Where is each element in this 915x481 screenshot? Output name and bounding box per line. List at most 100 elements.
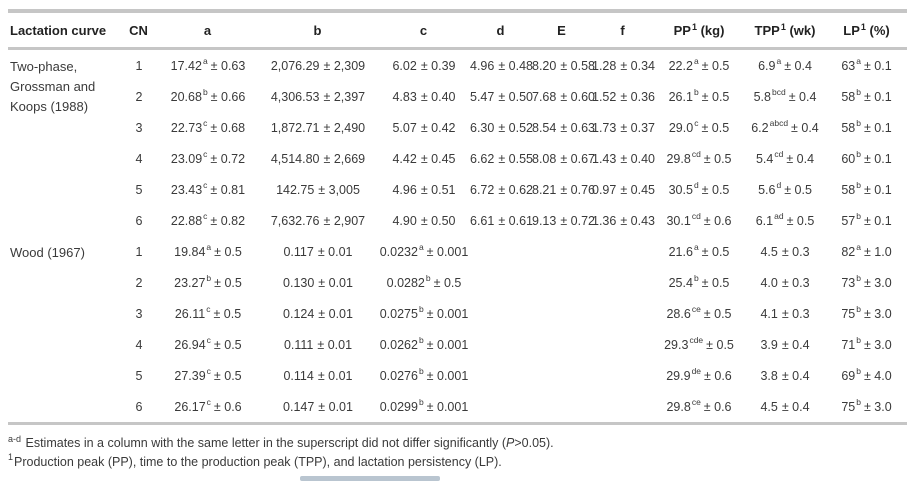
value-cell: 23.43c ± 0.81 bbox=[158, 174, 258, 205]
cell-value: 22.88 bbox=[170, 213, 203, 228]
cell-error: ± 0.58 bbox=[560, 58, 596, 73]
value-cell: 9.13 ± 0.72 bbox=[532, 205, 596, 236]
cell-error: ± 0.45 bbox=[620, 182, 656, 197]
cell-error: ± 0.5 bbox=[701, 89, 730, 104]
value-cell bbox=[532, 391, 592, 424]
table-row: 6 26.17c ± 0.6 0.147 ± 0.01 0.0299b ± 0.001 29.… bbox=[8, 391, 907, 424]
cell-error: ± 0.1 bbox=[863, 58, 892, 73]
value-cell: 6.9a ± 0.4 bbox=[744, 49, 826, 82]
cell-error: ± 3.0 bbox=[863, 275, 892, 290]
value-cell: 75b ± 3.0 bbox=[826, 391, 907, 424]
cell-superscript: abcd bbox=[769, 118, 789, 129]
value-cell: 3.9 ± 0.4 bbox=[744, 329, 826, 360]
cell-value: 22.73 bbox=[170, 120, 203, 135]
cell-value: 20.68 bbox=[170, 89, 202, 104]
value-cell: 19.84a ± 0.5 bbox=[158, 236, 258, 267]
cell-superscript: b bbox=[856, 118, 861, 129]
value-cell: 3.8 ± 0.4 bbox=[744, 360, 826, 391]
column-header-d: d bbox=[470, 11, 532, 50]
value-cell bbox=[592, 329, 654, 360]
cell-superscript: b bbox=[418, 335, 424, 346]
cell-error: ± 0.61 bbox=[498, 213, 534, 228]
value-cell: 4.90 ± 0.50 bbox=[378, 205, 470, 236]
value-cell bbox=[470, 267, 532, 298]
value-cell: 5.07 ± 0.42 bbox=[378, 112, 470, 143]
cell-value: 0.111 bbox=[283, 337, 314, 352]
value-cell: 26.1b ± 0.5 bbox=[654, 81, 744, 112]
cell-value: 29.8 bbox=[666, 399, 691, 414]
cell-error: ± 0.5 bbox=[214, 275, 242, 290]
cell-value: 23.09 bbox=[170, 151, 203, 166]
column-header-lactation-curve: Lactation curve bbox=[8, 11, 120, 50]
cell-error: ± 0.55 bbox=[498, 151, 534, 166]
cell-value: 6.1 bbox=[755, 213, 774, 228]
cell-value: 4.90 bbox=[392, 213, 417, 228]
value-cell: 5.6d ± 0.5 bbox=[744, 174, 826, 205]
cn-cell: 2 bbox=[135, 275, 143, 290]
value-cell: 28.6ce ± 0.5 bbox=[654, 298, 744, 329]
value-cell: 63a ± 0.1 bbox=[826, 49, 907, 82]
cell-error: ± 0.001 bbox=[426, 244, 469, 259]
cell-error: ± 0.5 bbox=[701, 120, 730, 135]
value-cell: 0.0276b ± 0.001 bbox=[378, 360, 470, 391]
cell-value: 58 bbox=[841, 120, 856, 135]
value-cell: 0.117 ± 0.01 bbox=[258, 236, 378, 267]
horizontal-scrollbar-thumb[interactable] bbox=[300, 476, 440, 481]
value-cell: 6.62 ± 0.55 bbox=[470, 143, 534, 174]
value-cell: 2,076.29 ± 2,309 bbox=[258, 49, 378, 82]
cell-error: ± 3.0 bbox=[863, 306, 892, 321]
cell-value: 5.8 bbox=[753, 89, 771, 104]
cell-error: ± 0.01 bbox=[317, 337, 353, 352]
value-cell: 1.36 ± 0.43 bbox=[592, 205, 655, 236]
value-cell bbox=[592, 267, 654, 298]
cell-error: ± 0.4 bbox=[781, 399, 810, 414]
table-body: Two-phase, Grossman and Koops (1988) 1 17.42… bbox=[8, 49, 907, 424]
cell-value: 17.42 bbox=[170, 58, 202, 73]
cell-error: ± 0.5 bbox=[214, 244, 242, 259]
value-cell bbox=[532, 267, 592, 298]
cell-superscript: d bbox=[693, 180, 699, 191]
cell-superscript: b bbox=[856, 397, 861, 408]
cell-error: ± 0.5 bbox=[213, 306, 242, 321]
table-row: 3 22.73c ± 0.68 1,872.71 ± 2,490 5.07 ± 0.42 6.… bbox=[8, 112, 907, 143]
cell-error: ± 0.72 bbox=[560, 213, 596, 228]
cell-error: ± 0.66 bbox=[210, 89, 246, 104]
cell-value: 4.1 bbox=[760, 306, 778, 321]
cell-value: 5.4 bbox=[755, 151, 774, 166]
value-cell: 6.1ad ± 0.5 bbox=[744, 205, 826, 236]
value-cell: 4.83 ± 0.40 bbox=[378, 81, 470, 112]
value-cell: 8.21 ± 0.76 bbox=[532, 174, 595, 205]
cell-error: ± 0.42 bbox=[420, 120, 456, 135]
value-cell: 8.20 ± 0.58 bbox=[532, 49, 596, 82]
value-cell: 142.75 ± 3,005 bbox=[258, 174, 378, 205]
cell-error: ± 0.62 bbox=[498, 182, 534, 197]
cell-error: ± 0.01 bbox=[318, 275, 353, 290]
value-cell: 21.6a ± 0.5 bbox=[654, 236, 744, 267]
cell-error: ± 0.4 bbox=[786, 151, 815, 166]
value-cell bbox=[532, 236, 592, 267]
value-cell: 0.111 ± 0.01 bbox=[258, 329, 378, 360]
cell-value: 0.0299 bbox=[379, 399, 418, 414]
cell-value: 2,076.29 bbox=[270, 58, 320, 73]
cell-value: 75 bbox=[841, 306, 856, 321]
cell-value: 26.11 bbox=[174, 306, 206, 321]
cell-error: ± 0.36 bbox=[620, 89, 656, 104]
cell-superscript: b bbox=[206, 273, 212, 284]
value-cell: 29.8cd ± 0.5 bbox=[654, 143, 744, 174]
value-cell: 4.1 ± 0.3 bbox=[744, 298, 826, 329]
cn-cell: 6 bbox=[135, 399, 143, 414]
cell-error: ± 0.67 bbox=[560, 151, 596, 166]
cell-superscript: b bbox=[856, 304, 861, 315]
value-cell: 20.68b ± 0.66 bbox=[158, 81, 258, 112]
cell-value: 4.5 bbox=[760, 244, 778, 259]
value-cell: 6.72 ± 0.62 bbox=[470, 174, 534, 205]
cell-superscript: de bbox=[691, 366, 702, 377]
cell-value: 0.117 bbox=[283, 244, 314, 259]
curve-name: Wood (1967) bbox=[10, 245, 85, 260]
cell-value: 60 bbox=[841, 151, 856, 166]
cell-value: 29.3 bbox=[664, 337, 689, 352]
value-cell: 73b ± 3.0 bbox=[826, 267, 907, 298]
value-cell: 29.0c ± 0.5 bbox=[654, 112, 744, 143]
table-row: Wood (1967) 1 19.84a ± 0.5 0.117 ± 0.01 0.0232… bbox=[8, 236, 907, 267]
